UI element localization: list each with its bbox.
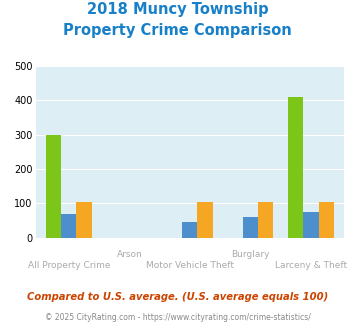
Text: 2018 Muncy Township: 2018 Muncy Township bbox=[87, 2, 268, 16]
Bar bbox=[182, 222, 197, 238]
Text: © 2025 CityRating.com - https://www.cityrating.com/crime-statistics/: © 2025 CityRating.com - https://www.city… bbox=[45, 313, 310, 322]
Text: Arson: Arson bbox=[116, 250, 142, 259]
Bar bbox=[197, 202, 213, 238]
Bar bbox=[46, 135, 61, 238]
Text: Property Crime Comparison: Property Crime Comparison bbox=[63, 23, 292, 38]
Bar bbox=[243, 217, 258, 238]
Bar bbox=[319, 202, 334, 238]
Bar bbox=[258, 202, 273, 238]
Text: Larceny & Theft: Larceny & Theft bbox=[275, 261, 347, 270]
Bar bbox=[304, 212, 319, 238]
Text: Motor Vehicle Theft: Motor Vehicle Theft bbox=[146, 261, 234, 270]
Bar bbox=[288, 97, 304, 238]
Text: Compared to U.S. average. (U.S. average equals 100): Compared to U.S. average. (U.S. average … bbox=[27, 292, 328, 302]
Bar bbox=[61, 214, 76, 238]
Text: Burglary: Burglary bbox=[231, 250, 270, 259]
Text: All Property Crime: All Property Crime bbox=[28, 261, 110, 270]
Bar bbox=[76, 202, 92, 238]
